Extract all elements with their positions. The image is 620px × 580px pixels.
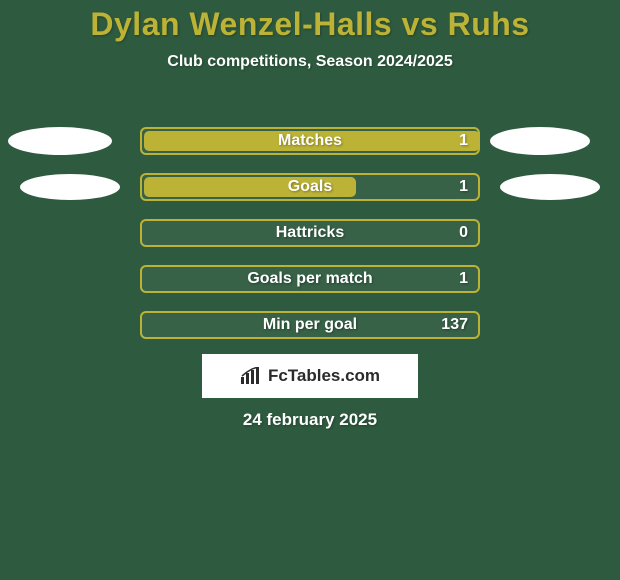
stat-value: 0 (459, 221, 468, 245)
stat-bar: Goals1 (140, 173, 480, 201)
stat-bar: Hattricks0 (140, 219, 480, 247)
brand-text: FcTables.com (268, 366, 380, 386)
side-ellipse (8, 127, 112, 155)
stat-label: Goals per match (142, 267, 478, 291)
stat-row: Goals per match1 (0, 256, 620, 302)
stat-value: 1 (459, 267, 468, 291)
stat-row: Matches1 (0, 118, 620, 164)
stats-rows: Matches1Goals1Hattricks0Goals per match1… (0, 118, 620, 348)
side-ellipse (500, 174, 600, 200)
date-text: 24 february 2025 (0, 410, 620, 430)
stat-row: Min per goal137 (0, 302, 620, 348)
chart-icon (240, 367, 262, 385)
stat-value: 1 (459, 129, 468, 153)
side-ellipse (490, 127, 590, 155)
page-title: Dylan Wenzel-Halls vs Ruhs (0, 0, 620, 43)
subtitle: Club competitions, Season 2024/2025 (0, 53, 620, 71)
stat-bar: Matches1 (140, 127, 480, 155)
stat-value: 137 (441, 313, 468, 337)
stat-label: Matches (142, 129, 478, 153)
side-ellipse (20, 174, 120, 200)
stat-row: Goals1 (0, 164, 620, 210)
stat-label: Hattricks (142, 221, 478, 245)
stat-label: Goals (142, 175, 478, 199)
stat-value: 1 (459, 175, 468, 199)
stat-bar: Min per goal137 (140, 311, 480, 339)
stat-label: Min per goal (142, 313, 478, 337)
brand-box: FcTables.com (202, 354, 418, 398)
stat-bar: Goals per match1 (140, 265, 480, 293)
stat-row: Hattricks0 (0, 210, 620, 256)
